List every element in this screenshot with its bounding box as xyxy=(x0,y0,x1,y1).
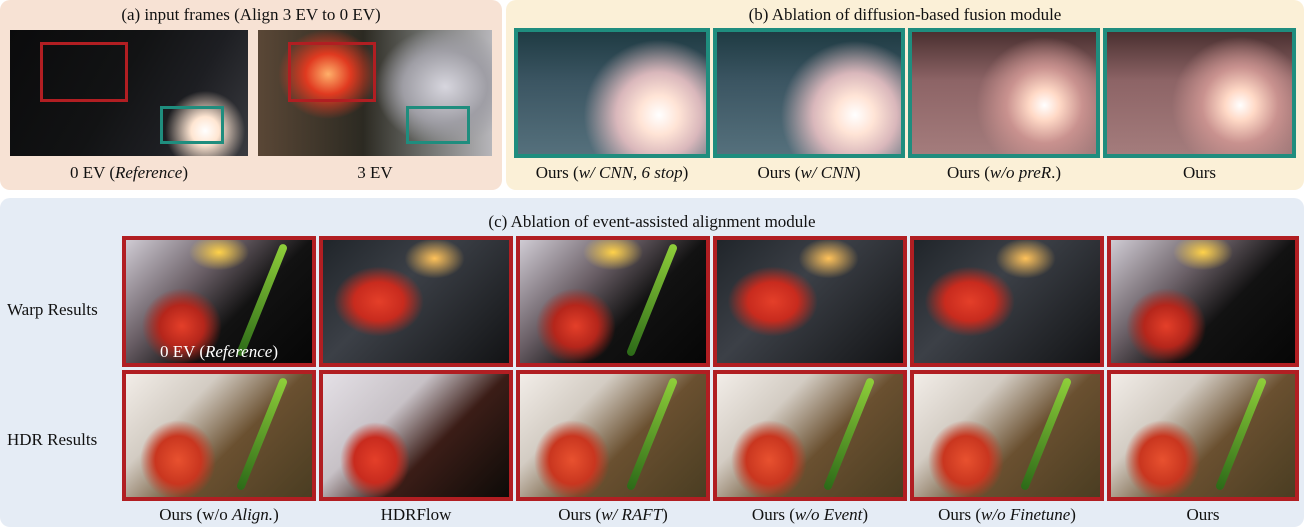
fusion-image-ours xyxy=(1103,28,1296,158)
caption-b-1: Ours (w/ CNN) xyxy=(757,163,861,182)
warp-image-ours xyxy=(1107,236,1299,367)
overlay-label-reference: 0 EV (Reference) xyxy=(159,342,278,361)
image-0ev-reference xyxy=(10,30,248,156)
caption-b-2: Ours (w/o preR.) xyxy=(946,163,1062,182)
hdr-image-ours xyxy=(1107,370,1299,501)
caption-a-0: 0 EV (Reference) xyxy=(69,163,188,182)
caption-c-2: Ours (w/ RAFT) xyxy=(558,505,668,524)
image-3ev xyxy=(258,30,492,156)
crop-box-red xyxy=(40,42,128,102)
hdr-image-hdrflow xyxy=(319,370,513,501)
crop-box-red xyxy=(288,42,376,102)
crop-box-teal xyxy=(406,106,470,144)
leaf-shape xyxy=(1214,376,1268,492)
caption-c-5: Ours xyxy=(1186,505,1220,524)
panel-a-title: (a) input frames (Align 3 EV to 0 EV) xyxy=(121,5,381,24)
warp-image-hdrflow xyxy=(319,236,513,367)
fusion-image-cnn xyxy=(713,28,905,158)
warp-image-raft xyxy=(516,236,710,367)
caption-a-1: 3 EV xyxy=(357,163,393,182)
fusion-image-wo-prer xyxy=(908,28,1100,158)
caption-b-3: Ours xyxy=(1182,163,1217,182)
hdr-image-raft xyxy=(516,370,710,501)
warp-image-wo-align: 0 EV (Reference) xyxy=(122,236,316,367)
row-label-warp: Warp Results xyxy=(7,300,98,319)
hdr-image-wo-finetune xyxy=(910,370,1104,501)
caption-c-3: Ours (w/o Event) xyxy=(751,505,869,524)
warp-image-wo-event xyxy=(713,236,907,367)
hdr-image-wo-event xyxy=(713,370,907,501)
leaf-shape xyxy=(625,242,679,358)
leaf-shape xyxy=(235,376,289,492)
hdr-image-wo-align xyxy=(122,370,316,501)
leaf-shape xyxy=(235,242,289,358)
panel-b-title: (b) Ablation of diffusion-based fusion m… xyxy=(748,5,1062,24)
caption-c-1: HDRFlow xyxy=(380,505,452,524)
warp-image-wo-finetune xyxy=(910,236,1104,367)
panel-c-title: (c) Ablation of event-assisted alignment… xyxy=(488,212,816,231)
row-label-hdr: HDR Results xyxy=(7,430,98,449)
fusion-image-cnn-6stop xyxy=(514,28,710,158)
crop-box-teal xyxy=(160,106,224,144)
caption-b-0: Ours (w/ CNN, 6 stop) xyxy=(535,163,689,182)
caption-c-0: Ours (w/o Align.) xyxy=(159,505,279,524)
leaf-shape xyxy=(822,376,876,492)
leaf-shape xyxy=(1019,376,1073,492)
leaf-shape xyxy=(625,376,679,492)
caption-c-4: Ours (w/o Finetune) xyxy=(938,505,1076,524)
